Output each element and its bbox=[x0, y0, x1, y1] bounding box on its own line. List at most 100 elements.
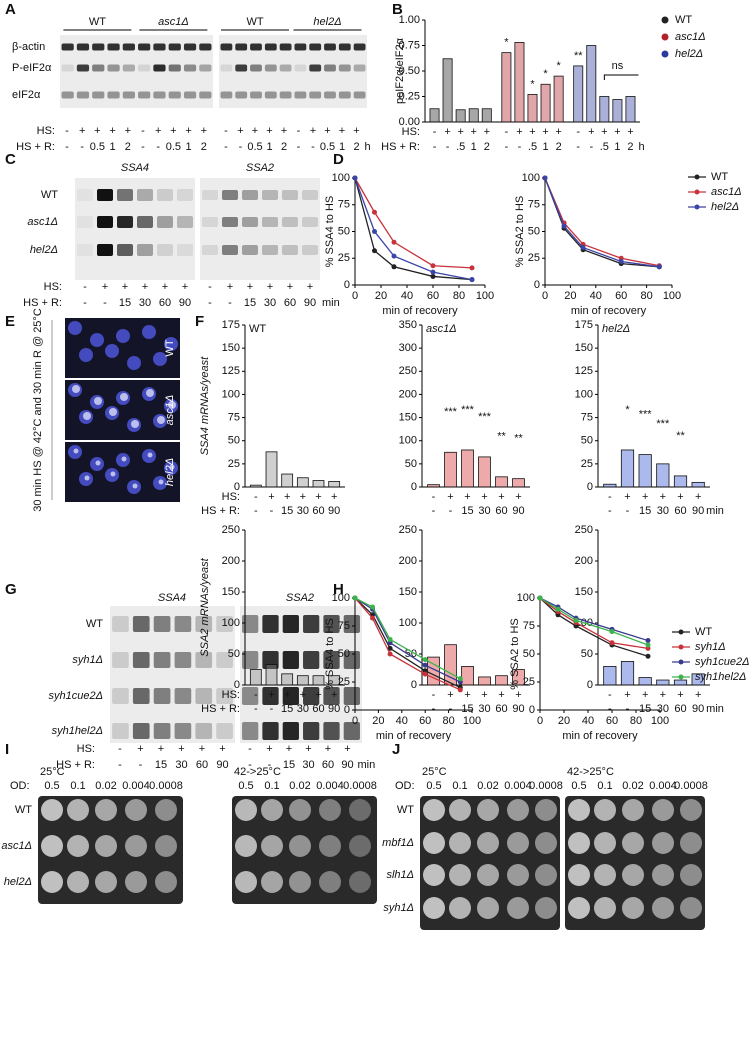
y-tick-label: 0 bbox=[534, 279, 540, 291]
od-label: 0.004 bbox=[122, 780, 150, 792]
hs-label: + bbox=[447, 491, 453, 503]
band bbox=[282, 687, 299, 705]
band bbox=[199, 43, 212, 51]
bar bbox=[328, 675, 341, 686]
hsr-label: 0.5 bbox=[166, 141, 181, 153]
band bbox=[353, 43, 366, 51]
hs-label: + bbox=[307, 281, 313, 293]
x-tick-label: 60 bbox=[615, 290, 627, 302]
spot bbox=[168, 401, 176, 409]
hsr-label: 30 bbox=[302, 759, 314, 771]
hsr-label: 15 bbox=[281, 505, 293, 517]
significance: * bbox=[543, 68, 548, 80]
bar bbox=[328, 481, 341, 488]
spot bbox=[680, 799, 702, 821]
hsr-label: 30 bbox=[657, 703, 669, 715]
y-tick-label: 0 bbox=[234, 679, 240, 691]
band bbox=[309, 91, 322, 99]
spot bbox=[125, 871, 147, 893]
legend-marker bbox=[661, 16, 669, 24]
hsr-label: 15 bbox=[155, 759, 167, 771]
hs-label: + bbox=[471, 126, 477, 138]
spot bbox=[155, 871, 177, 893]
y-tick-label: 100 bbox=[222, 388, 240, 400]
hsr-label: 60 bbox=[312, 703, 324, 715]
band bbox=[137, 189, 153, 201]
band bbox=[138, 43, 151, 51]
hs-label: + bbox=[601, 126, 607, 138]
spot bbox=[147, 452, 153, 458]
band bbox=[157, 189, 173, 201]
od-label: 0.1 bbox=[70, 780, 85, 792]
y-tick-label: 50 bbox=[581, 435, 593, 447]
y-tick-label: 0.25 bbox=[399, 90, 420, 102]
bar bbox=[620, 449, 635, 488]
hsr-label: 90 bbox=[328, 505, 340, 517]
point bbox=[387, 636, 393, 642]
od-label: 0.02 bbox=[289, 780, 310, 792]
bar bbox=[481, 108, 492, 123]
band bbox=[262, 190, 278, 200]
spot bbox=[67, 835, 89, 857]
spot bbox=[132, 483, 138, 489]
spot bbox=[477, 799, 499, 821]
hs-label: + bbox=[695, 491, 701, 503]
hsr-label: 1 bbox=[110, 141, 116, 153]
band bbox=[338, 43, 351, 51]
y-tick-label: 0 bbox=[587, 679, 593, 691]
point bbox=[561, 223, 567, 229]
band bbox=[220, 43, 233, 51]
point bbox=[580, 245, 586, 251]
band bbox=[262, 615, 279, 633]
hsr-label: 0.5 bbox=[90, 141, 105, 153]
point bbox=[469, 265, 475, 271]
blot-row-label: eIF2α bbox=[12, 89, 41, 101]
hs-label: + bbox=[284, 689, 290, 701]
gene-header: SSA4 bbox=[158, 592, 186, 604]
hsr-label: - bbox=[449, 505, 453, 517]
significance: ** bbox=[676, 430, 685, 442]
spot bbox=[261, 871, 283, 893]
spot bbox=[594, 832, 616, 854]
hsr-label: 90 bbox=[692, 703, 704, 715]
band bbox=[338, 64, 351, 72]
significance: ** bbox=[514, 433, 523, 445]
band bbox=[199, 64, 212, 72]
hs-label: + bbox=[199, 743, 205, 755]
temperature: 42->25°C bbox=[567, 766, 614, 778]
band bbox=[183, 64, 197, 72]
row-label: HS: bbox=[77, 743, 95, 755]
hs-label: + bbox=[481, 491, 487, 503]
significance: ** bbox=[497, 431, 506, 443]
y-tick-label: 0 bbox=[411, 481, 417, 493]
x-tick-label: 60 bbox=[606, 715, 618, 727]
point bbox=[656, 264, 662, 270]
hsr-label: - bbox=[432, 703, 436, 715]
od-label: 0.1 bbox=[264, 780, 279, 792]
hsr-label: - bbox=[239, 141, 243, 153]
band bbox=[174, 616, 192, 632]
spot bbox=[568, 832, 590, 854]
point bbox=[422, 662, 428, 668]
blot bbox=[240, 606, 362, 743]
hs-label: + bbox=[331, 689, 337, 701]
spot bbox=[594, 897, 616, 919]
band bbox=[174, 652, 192, 668]
x-tick-label: 80 bbox=[442, 715, 454, 727]
hsr-label: 15 bbox=[244, 297, 256, 309]
spot bbox=[157, 416, 165, 424]
hsr-label: - bbox=[65, 141, 69, 153]
band bbox=[112, 652, 129, 668]
unit-label: min bbox=[322, 297, 340, 309]
y-tick-label: 75 bbox=[528, 199, 540, 211]
hs-label: + bbox=[624, 491, 630, 503]
band bbox=[202, 190, 218, 200]
band bbox=[303, 651, 320, 669]
spot bbox=[41, 871, 63, 893]
band bbox=[242, 687, 259, 705]
y-tick-label: 150 bbox=[222, 586, 240, 598]
hsr-label: - bbox=[83, 297, 87, 309]
spot bbox=[67, 871, 89, 893]
hsr-label: 1 bbox=[614, 141, 620, 153]
panel-letter: D bbox=[333, 151, 344, 168]
